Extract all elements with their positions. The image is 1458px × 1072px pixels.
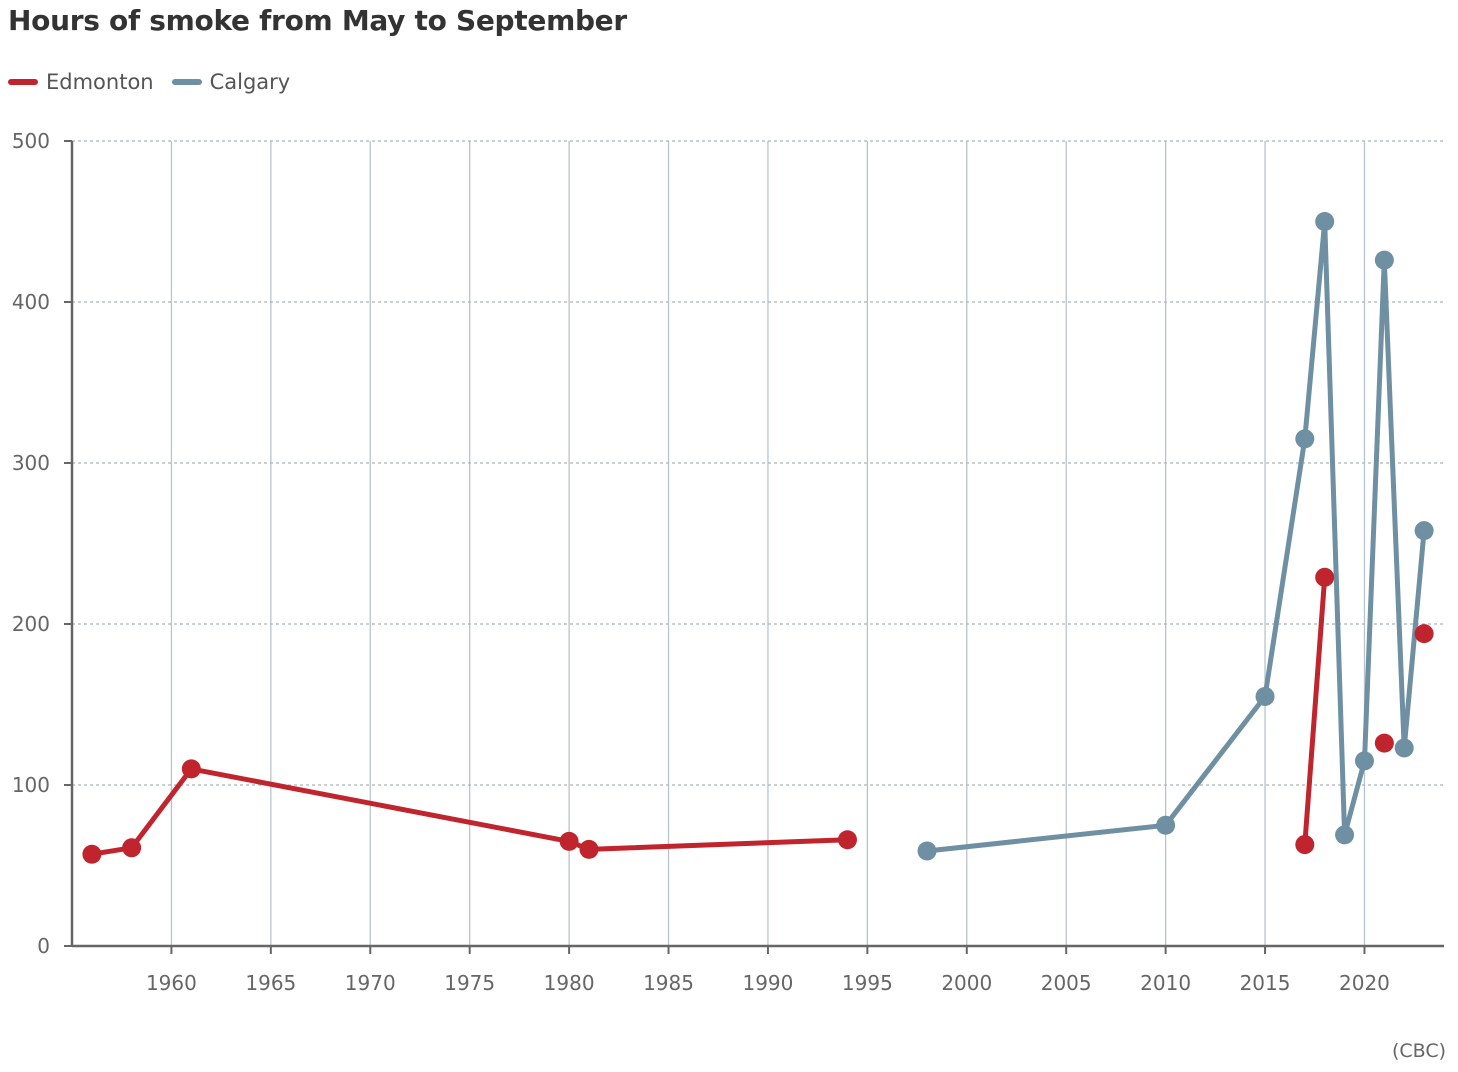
x-tick-label-1960: 1960 (146, 971, 197, 995)
x-tick-label-1990: 1990 (742, 971, 793, 995)
legend-item-calgary: Calgary (171, 70, 291, 94)
x-tick-label-2000: 2000 (941, 971, 992, 995)
data-point-calgary-2017 (1295, 429, 1315, 449)
y-tick-label-100: 100 (12, 773, 50, 797)
data-point-edmonton-2023 (1414, 624, 1434, 644)
data-point-edmonton-1961 (181, 759, 201, 779)
data-point-calgary-2021 (1374, 250, 1394, 270)
legend-item-edmonton: Edmonton (8, 70, 154, 94)
data-point-edmonton-1956 (82, 844, 102, 864)
x-tick-label-2015: 2015 (1240, 971, 1291, 995)
y-tick-label-200: 200 (12, 612, 50, 636)
series-line-edmonton-1 (1302, 574, 1328, 848)
source-note: (CBC) (1391, 1040, 1446, 1062)
data-point-edmonton-1994 (837, 830, 857, 850)
data-point-edmonton-2021 (1374, 733, 1394, 753)
data-point-calgary-2015 (1255, 686, 1275, 706)
x-tick-label-1970: 1970 (345, 971, 396, 995)
data-point-edmonton-1958 (122, 838, 142, 858)
data-point-calgary-1998 (917, 841, 937, 861)
y-tick-label-0: 0 (37, 934, 50, 958)
legend-swatch-edmonton (8, 79, 38, 85)
y-tick-label-400: 400 (12, 290, 50, 314)
data-point-calgary-2022 (1394, 738, 1414, 758)
x-tick-label-2010: 2010 (1140, 971, 1191, 995)
chart-title: Hours of smoke from May to September (8, 4, 627, 37)
series-line-calgary-0 (924, 219, 1427, 854)
x-tick-label-1965: 1965 (245, 971, 296, 995)
data-point-edmonton-1981 (579, 839, 599, 859)
x-tick-label-1985: 1985 (643, 971, 694, 995)
y-tick-label-500: 500 (12, 129, 50, 153)
x-tick-label-2020: 2020 (1339, 971, 1390, 995)
x-tick-label-2005: 2005 (1041, 971, 1092, 995)
x-tick-label-1980: 1980 (544, 971, 595, 995)
data-point-edmonton-2018 (1315, 567, 1335, 587)
y-tick-label-300: 300 (12, 451, 50, 475)
data-point-calgary-2020 (1354, 751, 1374, 771)
legend-label-calgary: Calgary (209, 70, 291, 94)
data-point-edmonton-2017 (1295, 835, 1315, 855)
data-point-calgary-2023 (1414, 521, 1434, 541)
chart-legend: Edmonton Calgary (8, 70, 308, 94)
x-tick-label-1995: 1995 (842, 971, 893, 995)
data-point-edmonton-1980 (559, 831, 579, 851)
x-tick-label-1975: 1975 (444, 971, 495, 995)
legend-swatch-calgary (171, 79, 202, 85)
legend-label-edmonton: Edmonton (46, 70, 154, 94)
data-point-calgary-2018 (1315, 212, 1335, 231)
data-point-calgary-2019 (1335, 825, 1355, 845)
data-point-calgary-2010 (1156, 815, 1176, 835)
